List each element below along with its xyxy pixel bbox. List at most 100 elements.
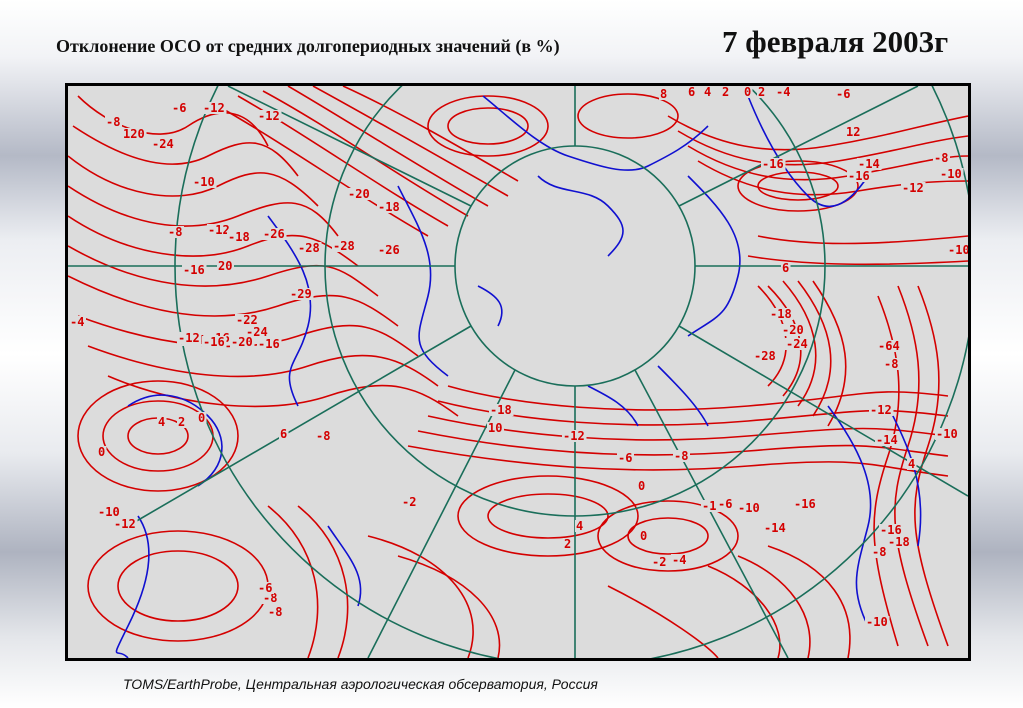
contour-label-bg: [939, 168, 964, 180]
contour-label-bg: [267, 606, 284, 618]
contour-label: -16: [258, 337, 280, 351]
contour-label-bg: [743, 86, 753, 98]
contour-label-bg: [887, 536, 912, 548]
contour-label-bg: [857, 158, 882, 170]
contour-label: -6: [618, 451, 632, 465]
contour-label-bg: [315, 430, 332, 442]
contour-label: -8: [872, 545, 886, 559]
contour-label: -16: [848, 169, 870, 183]
isoline: [262, 90, 469, 217]
contour-label: 0: [744, 86, 751, 99]
contour-label: -2: [402, 495, 416, 509]
meridian: [367, 369, 516, 658]
contour-label-bg: [245, 326, 270, 338]
contour-label-bg: [721, 86, 731, 98]
contour-label-bg: [793, 498, 818, 510]
contour-label: -28: [754, 349, 776, 363]
isoline: [797, 280, 832, 417]
coastline: [537, 175, 624, 257]
contour-label: -10: [936, 427, 958, 441]
contour-label-bg: [202, 336, 227, 348]
contour-label: 6: [782, 261, 789, 275]
contour-label: 6: [688, 86, 695, 99]
coastline: [687, 175, 741, 337]
contour-label-bg: [637, 480, 647, 492]
contour-label-bg: [217, 260, 234, 272]
isoline: [894, 285, 929, 647]
contour-label-bg: [197, 412, 207, 424]
isoline: [747, 255, 968, 266]
contour-label-bg: [781, 324, 806, 336]
contour-label-bg: [563, 538, 573, 550]
contour-label-bg: [177, 416, 187, 428]
contour-label-bg: [763, 522, 788, 534]
contour-label-group: 6-6-12120-24-12-10-8-12-18-2620-28-29-22…: [69, 86, 968, 629]
coastline: [477, 285, 503, 327]
contour-label-bg: [182, 264, 207, 276]
contour-label: 8: [660, 87, 667, 101]
graticule-group: [68, 86, 968, 658]
source-caption: TOMS/EarthProbe, Центральная аэрологичес…: [123, 676, 598, 692]
contour-label: -16: [183, 263, 205, 277]
contour-label: -14: [764, 521, 786, 535]
isoline: [667, 115, 968, 151]
isoline: [287, 86, 489, 207]
coastline: [482, 95, 709, 171]
contour-label: -26: [263, 227, 285, 241]
contour-label-bg: [151, 138, 176, 150]
contour-label-bg: [202, 102, 227, 114]
contour-label: -24: [246, 325, 268, 339]
isoline: [427, 95, 549, 157]
contour-label-bg: [157, 416, 167, 428]
contour-label: -26: [378, 243, 400, 257]
contour-label-bg: [947, 244, 968, 256]
contour-label: -8: [268, 605, 282, 619]
contour-label-bg: [639, 530, 649, 542]
isoline: [737, 160, 859, 212]
contour-label-bg: [207, 224, 232, 236]
contour-label: -10: [866, 615, 888, 629]
contour-label: -8: [168, 225, 182, 239]
contour-label-bg: [97, 446, 107, 458]
contour-label: 2: [758, 86, 765, 99]
isoline: [68, 245, 379, 297]
contour-label-bg: [377, 201, 402, 213]
contour-label: -18: [770, 307, 792, 321]
contour-label: -8: [316, 429, 330, 443]
contour-label: -10: [193, 175, 215, 189]
contour-label: 4: [158, 415, 165, 429]
isoline: [297, 505, 349, 658]
coastline: [397, 185, 449, 377]
contour-label-bg: [262, 592, 279, 604]
contour-label-bg: [297, 242, 322, 254]
isoline: [68, 155, 319, 207]
contour-label: -12: [114, 517, 136, 531]
contour-label-bg: [489, 404, 514, 416]
contour-label: -14: [876, 433, 898, 447]
contour-label-bg: [487, 422, 504, 434]
contour-label: -16: [762, 157, 784, 171]
isoline: [77, 380, 239, 492]
map-date: 7 февраля 2003г: [722, 24, 949, 59]
contour-label: -6: [172, 101, 186, 115]
contour-label: 4: [704, 86, 711, 99]
isoline: [782, 280, 817, 407]
contour-label-bg: [235, 314, 260, 326]
contour-label-bg: [562, 430, 587, 442]
contour-label-bg: [703, 86, 713, 98]
isoline: [77, 315, 419, 357]
contour-label: -8: [884, 357, 898, 371]
contour-label-bg: [262, 228, 287, 240]
contour-label-bg: [659, 88, 669, 100]
meridian: [127, 325, 472, 527]
contour-label: -10: [940, 167, 962, 181]
contour-label-bg: [167, 226, 184, 238]
contour-label: -6: [258, 581, 272, 595]
contour-label: -6: [718, 497, 732, 511]
contour-label-bg: [113, 518, 138, 530]
isoline: [407, 445, 949, 477]
isoline: [68, 275, 399, 327]
contour-label: -16: [794, 497, 816, 511]
contour-label-bg: [289, 288, 314, 300]
contour-label: 0: [98, 445, 105, 459]
